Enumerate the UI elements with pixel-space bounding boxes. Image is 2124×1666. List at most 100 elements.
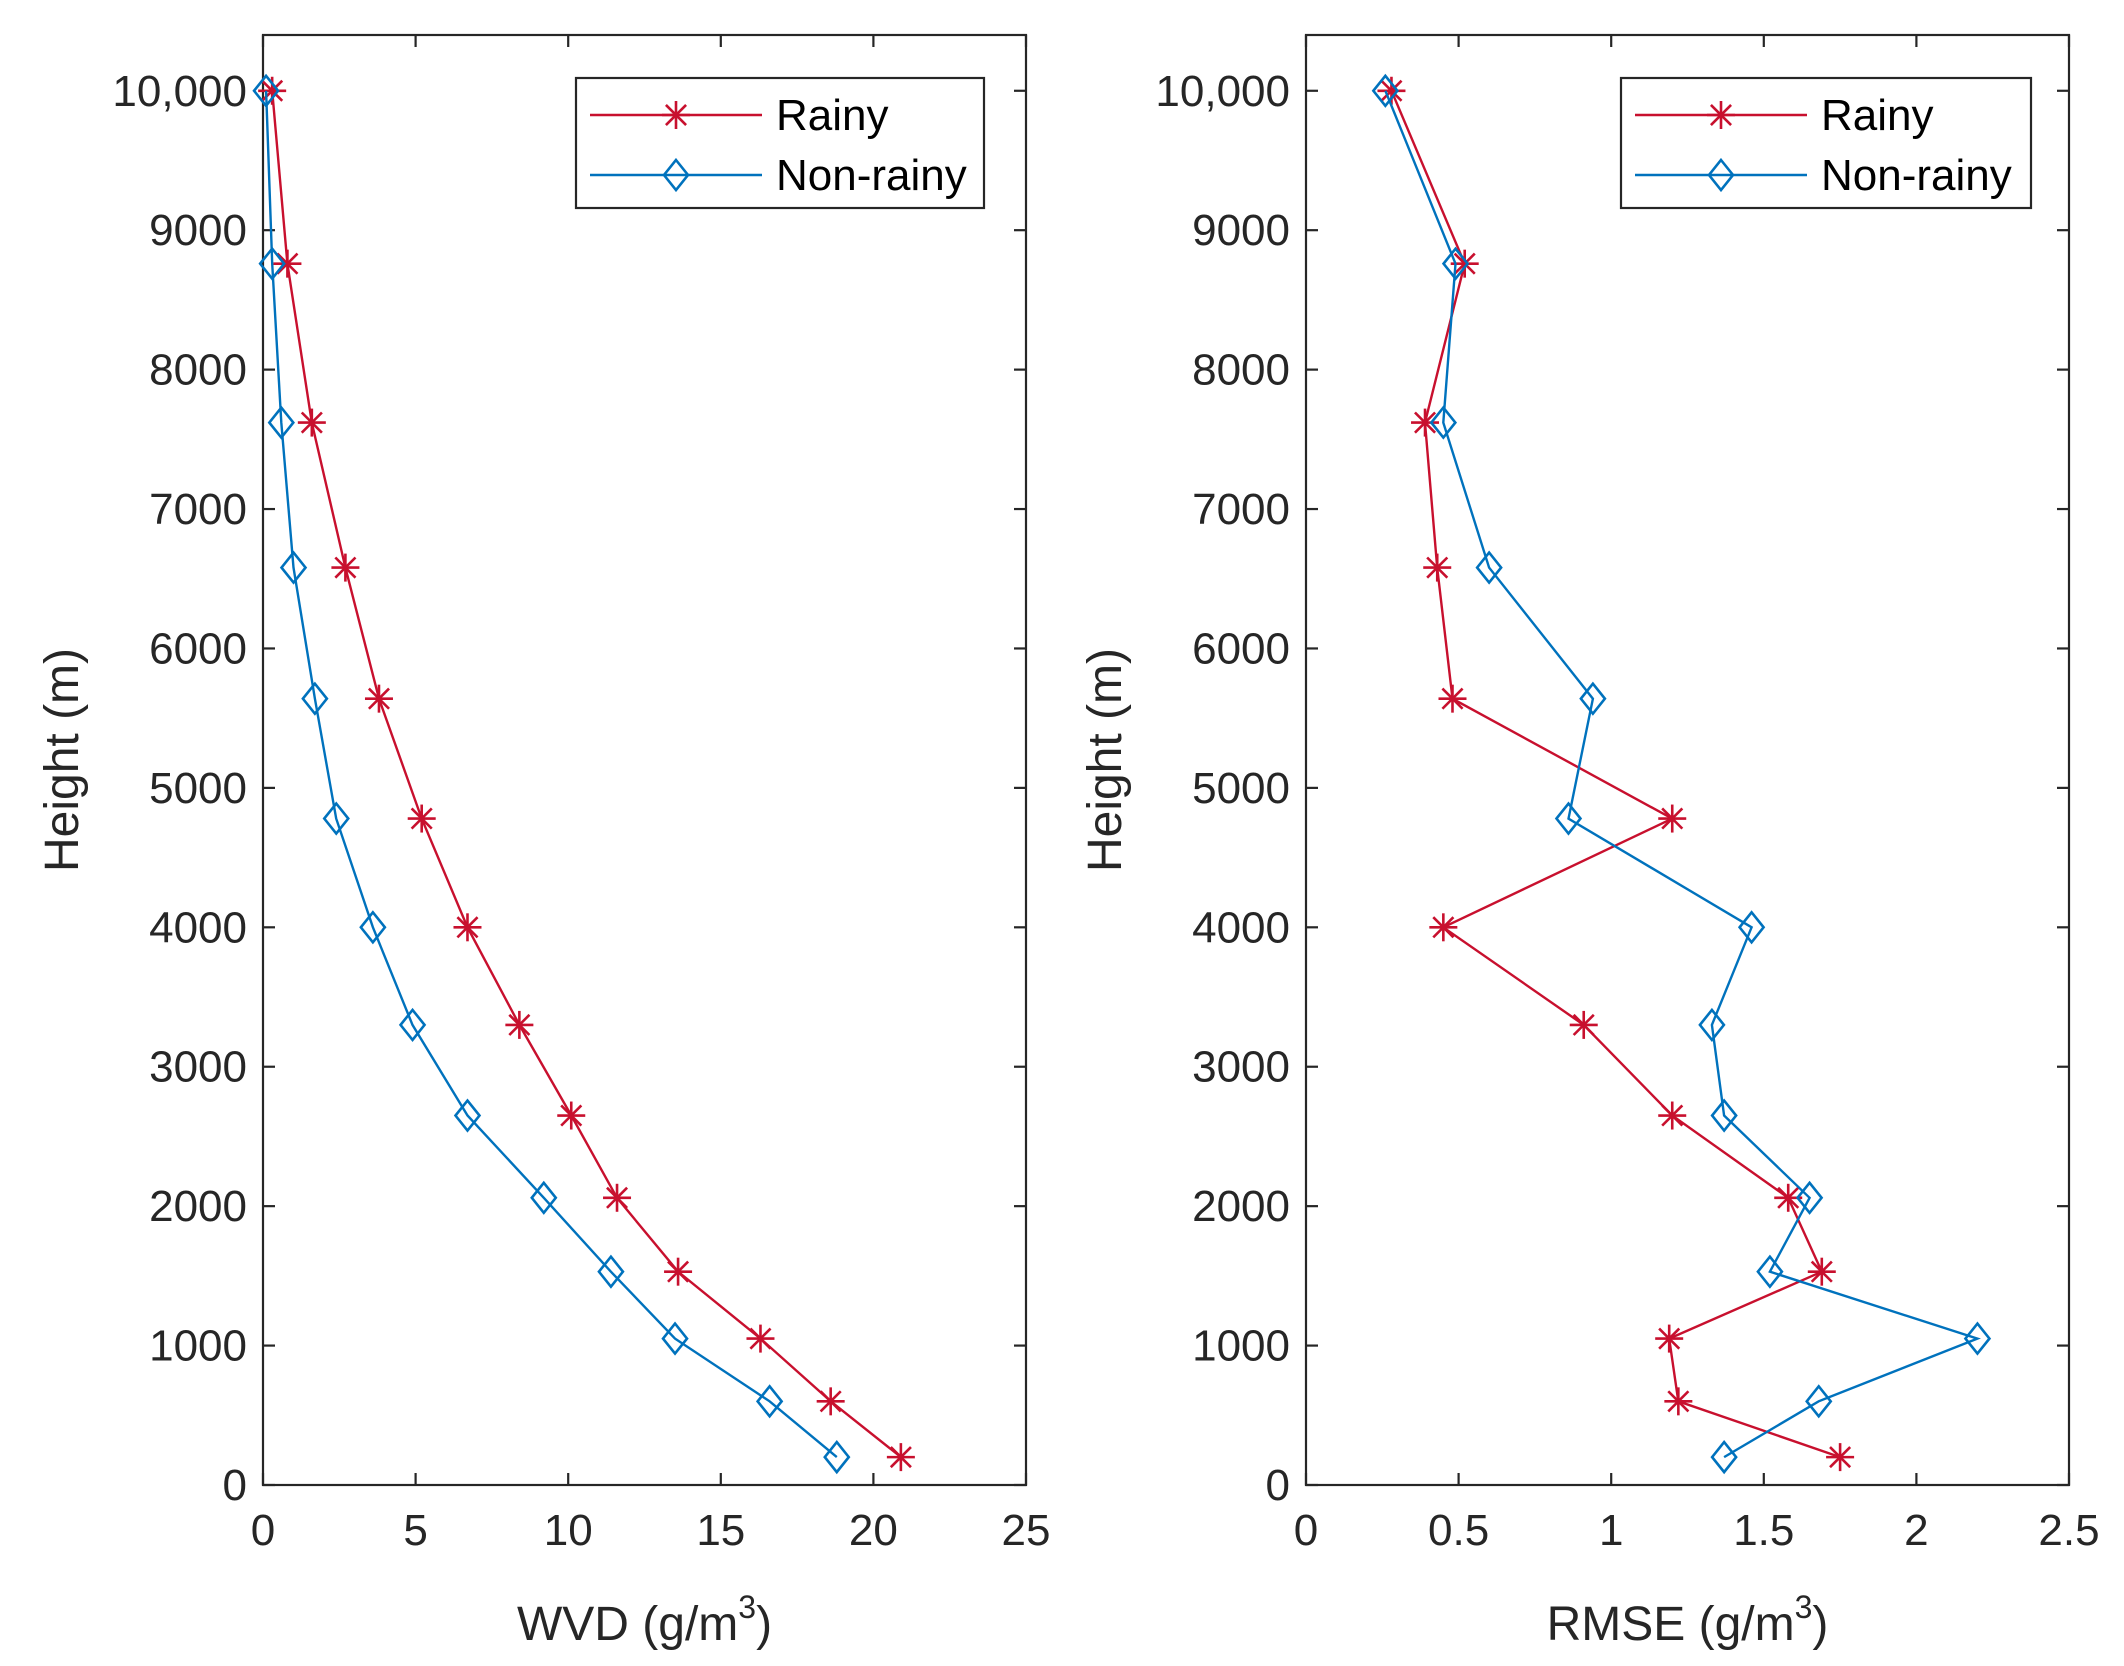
y-tick-label: 8000 xyxy=(149,346,247,395)
data-point-non-rainy xyxy=(1737,910,1766,945)
y-tick-label: 6000 xyxy=(1192,624,1290,673)
x-axis-title-text: WVD (g/m xyxy=(517,1598,738,1651)
data-point-non-rainy xyxy=(1579,681,1607,716)
data-point-rainy xyxy=(1450,249,1479,278)
data-point-non-rainy xyxy=(661,1321,689,1356)
series-rainy xyxy=(258,76,915,1472)
legend-box xyxy=(1619,76,2033,210)
plot-area-frame xyxy=(261,33,1028,1487)
data-point-non-rainy xyxy=(597,1254,625,1289)
legend-item-rainy: Rainy xyxy=(1635,91,1934,140)
data-point-non-rainy xyxy=(1554,801,1583,836)
data-point-non-rainy xyxy=(1805,1384,1833,1419)
data-point-non-rainy xyxy=(530,1180,558,1215)
data-point-non-rainy xyxy=(1441,246,1470,281)
data-point-rainy xyxy=(1826,1443,1855,1472)
data-point-non-rainy xyxy=(398,1007,427,1042)
x-tick-label: 1.5 xyxy=(1733,1506,1794,1555)
data-point-rainy xyxy=(1664,1387,1693,1416)
data-point-rainy xyxy=(816,1387,845,1416)
series-line-non-rainy xyxy=(1384,90,1981,1459)
y-tick-label: 4000 xyxy=(149,903,247,952)
y-tick-label: 7000 xyxy=(149,485,247,534)
series-non-rainy xyxy=(252,73,851,1475)
x-axis-title: RMSE (g/m3) xyxy=(1547,1589,1829,1651)
data-point-non-rainy xyxy=(1710,1440,1738,1475)
data-point-rainy xyxy=(364,684,393,713)
legend-label: Non-rainy xyxy=(1821,151,2012,200)
data-point-rainy xyxy=(746,1324,775,1353)
y-tick-label: 5000 xyxy=(1192,764,1290,813)
legend-item-rainy: Rainy xyxy=(590,91,889,140)
data-point-non-rainy xyxy=(1698,1007,1726,1042)
legend-label: Rainy xyxy=(1821,91,1934,140)
y-tick-label: 6000 xyxy=(149,624,247,673)
data-point-non-rainy xyxy=(1429,405,1458,440)
legend-label: Rainy xyxy=(776,91,889,140)
plot-area-frame xyxy=(1304,33,2071,1487)
y-tick-label: 1000 xyxy=(1192,1322,1290,1371)
data-point-rainy xyxy=(453,913,482,942)
x-tick-label: 0.5 xyxy=(1428,1506,1489,1555)
y-axis-title: Height (m) xyxy=(1079,648,1132,872)
x-axis-title: WVD (g/m3) xyxy=(517,1589,772,1651)
data-point-non-rainy xyxy=(1963,1321,1992,1356)
data-point-rainy xyxy=(505,1010,534,1039)
x-tick-label: 0 xyxy=(251,1506,275,1555)
x-axis-title-text: RMSE (g/m xyxy=(1547,1598,1795,1651)
series-line-rainy xyxy=(271,90,902,1459)
y-tick-label: 9000 xyxy=(149,206,247,255)
data-point-non-rainy xyxy=(1795,1180,1824,1215)
data-point-non-rainy xyxy=(823,1440,851,1475)
data-point-non-rainy xyxy=(252,73,280,108)
data-point-rainy xyxy=(273,249,302,278)
y-tick-label: 4000 xyxy=(1192,903,1290,952)
data-point-rainy xyxy=(1429,913,1458,942)
y-tick-label: 10,000 xyxy=(1155,67,1290,116)
y-tick-label: 5000 xyxy=(149,764,247,813)
data-point-non-rainy xyxy=(359,910,387,945)
legend-item-non-rainy: Non-rainy xyxy=(1635,151,2012,200)
chart-panel-2: 0 0.5 1 1.5 2 2.5 0 1000 2000 3000 4000 5000 6000 700… xyxy=(1079,33,2100,1651)
data-point-non-rainy xyxy=(1756,1254,1784,1289)
series-line-non-rainy xyxy=(264,90,838,1459)
data-point-non-rainy xyxy=(322,801,350,836)
data-point-rainy xyxy=(407,804,436,833)
y-tick-label: 1000 xyxy=(149,1322,247,1371)
data-point-rainy xyxy=(1658,1101,1687,1130)
data-point-rainy xyxy=(886,1443,915,1472)
data-point-rainy xyxy=(1807,1257,1836,1286)
y-tick-label: 9000 xyxy=(1192,206,1290,255)
data-point-rainy xyxy=(1423,553,1452,582)
series-rainy xyxy=(1377,76,1855,1472)
data-point-rainy xyxy=(603,1183,632,1212)
y-tick-label: 8000 xyxy=(1192,346,1290,395)
x-tick-label: 2 xyxy=(1904,1506,1928,1555)
data-point-non-rainy xyxy=(1371,73,1400,108)
x-tick-label: 0 xyxy=(1294,1506,1318,1555)
data-point-rainy xyxy=(664,1257,693,1286)
y-tick-label: 2000 xyxy=(149,1182,247,1231)
data-point-rainy xyxy=(1655,1324,1684,1353)
legend: Rainy Non-rainy xyxy=(1619,76,2033,210)
legend-item-non-rainy: Non-rainy xyxy=(590,151,967,200)
data-point-non-rainy xyxy=(301,681,329,716)
y-tick-label: 0 xyxy=(1266,1461,1290,1510)
data-point-rainy xyxy=(1658,804,1687,833)
data-point-non-rainy xyxy=(453,1098,482,1133)
x-tick-label: 1 xyxy=(1599,1506,1623,1555)
y-axis-title: Height (m) xyxy=(36,648,89,872)
legend-marker xyxy=(1707,157,1735,193)
data-point-non-rainy xyxy=(258,246,286,281)
data-point-rainy xyxy=(1438,684,1467,713)
y-tick-label: 10,000 xyxy=(112,67,247,116)
x-tick-label: 25 xyxy=(1002,1506,1051,1555)
y-tick-label: 2000 xyxy=(1192,1182,1290,1231)
x-tick-label: 2.5 xyxy=(2038,1506,2099,1555)
legend-label: Non-rainy xyxy=(776,151,967,200)
series-non-rainy xyxy=(1371,73,1992,1475)
x-axis-title-superscript: 3 xyxy=(738,1589,756,1625)
data-point-rainy xyxy=(1411,408,1440,437)
data-point-rainy xyxy=(297,408,326,437)
